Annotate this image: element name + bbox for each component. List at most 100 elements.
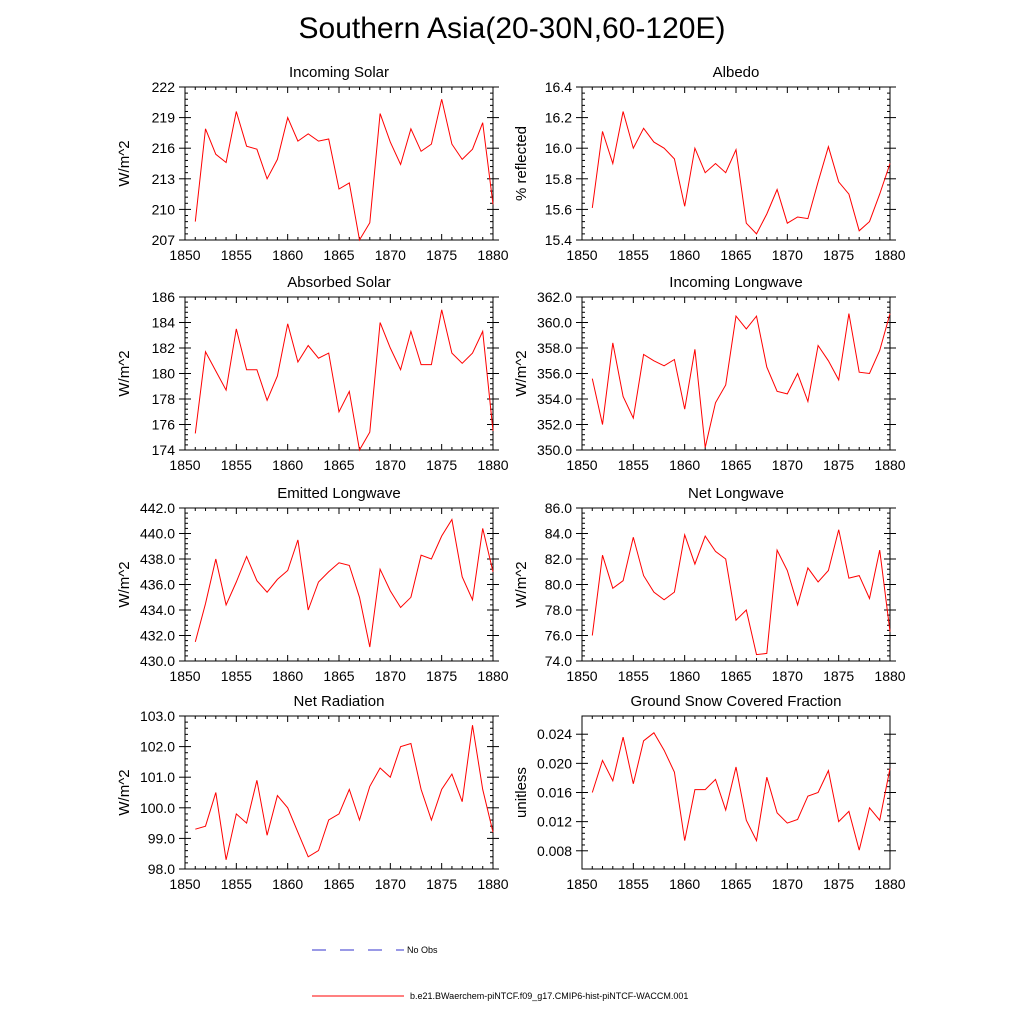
y-tick-label: 103.0 <box>140 708 175 724</box>
x-tick-label: 1855 <box>221 668 252 684</box>
x-tick-label: 1870 <box>375 668 406 684</box>
x-tick-label: 1850 <box>169 668 200 684</box>
y-tick-label: 84.0 <box>545 526 572 542</box>
series-line <box>194 518 494 648</box>
series-line <box>591 313 891 448</box>
chart-panel-3: 1850 1855 1860 1865 1870 1875 1880 350.0 352.0 35… <box>513 274 906 473</box>
y-axis-label: W/m^2 <box>116 769 133 815</box>
x-tick-label: 1860 <box>669 668 700 684</box>
y-tick-label: 360.0 <box>537 315 572 331</box>
chart-title: Albedo <box>713 64 760 81</box>
x-tick-label: 1875 <box>823 668 854 684</box>
y-tick-label: 440.0 <box>140 526 175 542</box>
series-line <box>591 529 891 656</box>
y-tick-label: 352.0 <box>537 417 572 433</box>
x-tick-label: 1880 <box>477 457 508 473</box>
y-tick-label: 102.0 <box>140 739 175 755</box>
y-tick-label: 213 <box>152 171 176 187</box>
x-tick-label: 1850 <box>169 876 200 892</box>
y-tick-label: 434.0 <box>140 602 175 618</box>
y-tick-label: 0.012 <box>537 814 572 830</box>
y-tick-label: 86.0 <box>545 500 572 516</box>
plot-frame <box>184 86 494 241</box>
x-tick-label: 1875 <box>426 668 457 684</box>
x-tick-label: 1850 <box>169 247 200 263</box>
series-line <box>194 309 494 452</box>
y-tick-label: 362.0 <box>537 289 572 305</box>
chart-title: Net Longwave <box>688 485 784 502</box>
y-tick-label: 182 <box>152 340 176 356</box>
x-tick-label: 1860 <box>272 668 303 684</box>
y-axis-label: W/m^2 <box>513 561 530 607</box>
y-tick-label: 0.024 <box>537 726 572 742</box>
y-tick-label: 210 <box>152 201 176 217</box>
chart-panel-2: 1850 1855 1860 1865 1870 1875 1880 174 176 178 180… <box>116 274 509 473</box>
y-tick-label: 0.008 <box>537 843 572 859</box>
chart-title: Incoming Longwave <box>669 274 802 291</box>
y-tick-label: 101.0 <box>140 769 175 785</box>
y-tick-label: 430.0 <box>140 653 175 669</box>
chart-panel-5: 1850 1855 1860 1865 1870 1875 1880 74.0 76.0 78.0… <box>513 485 906 684</box>
y-tick-label: 100.0 <box>140 800 175 816</box>
x-tick-label: 1875 <box>823 247 854 263</box>
y-tick-label: 82.0 <box>545 551 572 567</box>
y-tick-label: 176 <box>152 417 176 433</box>
y-tick-label: 80.0 <box>545 577 572 593</box>
plot-frame <box>184 296 494 451</box>
y-tick-label: 356.0 <box>537 366 572 382</box>
y-tick-label: 219 <box>152 110 176 126</box>
x-tick-label: 1855 <box>618 876 649 892</box>
y-tick-label: 15.8 <box>545 171 572 187</box>
x-tick-label: 1850 <box>566 876 597 892</box>
y-tick-label: 78.0 <box>545 602 572 618</box>
y-tick-label: 16.4 <box>545 79 572 95</box>
y-axis-label: W/m^2 <box>116 350 133 396</box>
y-tick-label: 180 <box>152 366 176 382</box>
x-tick-label: 1855 <box>618 457 649 473</box>
y-tick-label: 436.0 <box>140 577 175 593</box>
x-tick-label: 1865 <box>323 668 354 684</box>
x-tick-label: 1860 <box>669 247 700 263</box>
chart-panel-4: 1850 1855 1860 1865 1870 1875 1880 430.0 432.0 43… <box>116 485 509 684</box>
y-tick-label: 16.2 <box>545 110 572 126</box>
x-tick-label: 1865 <box>323 457 354 473</box>
x-tick-label: 1860 <box>669 457 700 473</box>
x-tick-label: 1850 <box>566 457 597 473</box>
x-tick-label: 1850 <box>566 247 597 263</box>
y-tick-label: 354.0 <box>537 391 572 407</box>
x-tick-label: 1860 <box>272 876 303 892</box>
x-tick-label: 1860 <box>272 247 303 263</box>
series-line <box>195 725 494 860</box>
plot-frame <box>581 296 891 451</box>
x-tick-label: 1880 <box>874 247 905 263</box>
x-tick-label: 1855 <box>221 457 252 473</box>
x-tick-label: 1870 <box>772 247 803 263</box>
x-tick-label: 1875 <box>823 876 854 892</box>
chart-title: Emitted Longwave <box>277 485 400 502</box>
y-axis-label: % reflected <box>513 126 530 201</box>
chart-panel-1: 1850 1855 1860 1865 1870 1875 1880 15.4 15.6 15.8… <box>513 64 906 263</box>
y-tick-label: 178 <box>152 391 176 407</box>
y-tick-label: 358.0 <box>537 340 572 356</box>
x-tick-label: 1860 <box>272 457 303 473</box>
chart-title: Absorbed Solar <box>287 274 390 291</box>
y-tick-label: 184 <box>152 315 176 331</box>
x-tick-label: 1855 <box>618 668 649 684</box>
series-line <box>591 111 891 235</box>
chart-panel-6: 1850 1855 1860 1865 1870 1875 1880 98.0 99.0 100.… <box>116 693 509 892</box>
y-axis-label: W/m^2 <box>116 140 133 186</box>
chart-title: Net Radiation <box>294 693 385 710</box>
x-tick-label: 1875 <box>426 457 457 473</box>
y-tick-label: 16.0 <box>545 140 572 156</box>
x-tick-label: 1875 <box>426 876 457 892</box>
chart-panel-7: 1850 1855 1860 1865 1870 1875 1880 0.008 0.012 0.… <box>513 693 906 892</box>
plot-frame <box>184 507 494 662</box>
x-tick-label: 1865 <box>720 668 751 684</box>
x-tick-label: 1855 <box>221 247 252 263</box>
y-tick-label: 216 <box>152 140 176 156</box>
plot-frame <box>581 86 891 241</box>
x-tick-label: 1880 <box>874 668 905 684</box>
y-axis-label: W/m^2 <box>116 561 133 607</box>
y-tick-label: 186 <box>152 289 176 305</box>
series-line <box>194 99 494 242</box>
